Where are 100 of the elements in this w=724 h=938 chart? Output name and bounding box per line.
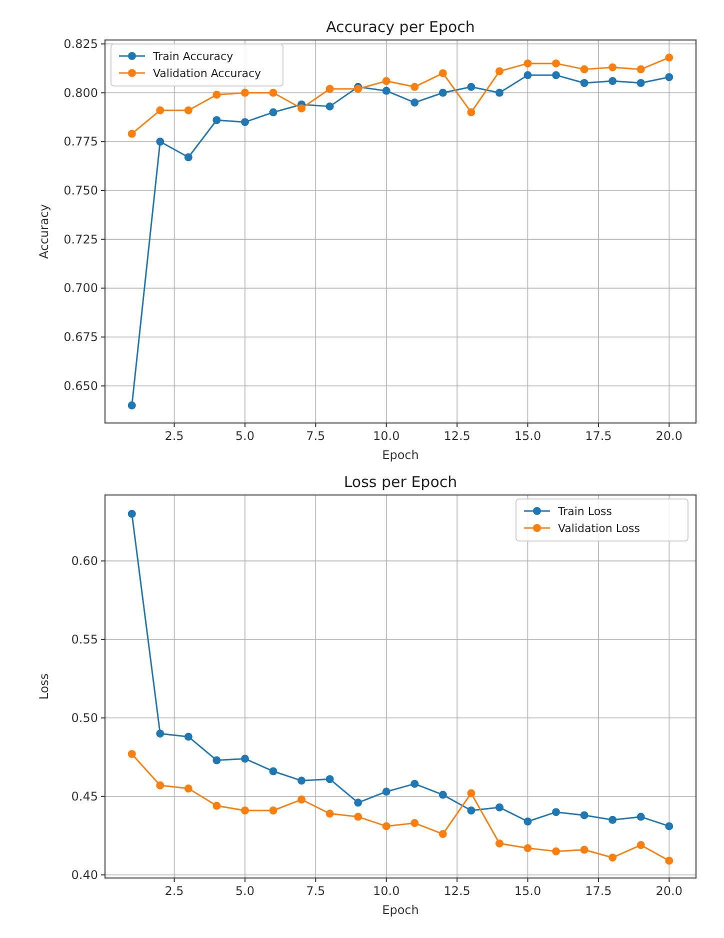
x-tick-label: 10.0 bbox=[373, 429, 400, 443]
point bbox=[212, 756, 221, 764]
point bbox=[240, 806, 249, 815]
point bbox=[580, 78, 588, 87]
chart-title: Accuracy per Epoch bbox=[326, 18, 475, 36]
x-tick-label: 2.5 bbox=[164, 884, 184, 898]
x-tick-label: 15.0 bbox=[514, 429, 542, 443]
point bbox=[438, 88, 447, 97]
y-tick-label: 0.40 bbox=[71, 868, 98, 882]
point bbox=[326, 810, 334, 818]
point bbox=[156, 106, 164, 114]
point bbox=[128, 750, 136, 758]
point bbox=[240, 88, 249, 97]
point bbox=[524, 844, 532, 852]
point bbox=[269, 108, 278, 116]
x-tick-label: 17.5 bbox=[585, 429, 612, 443]
point bbox=[636, 812, 645, 821]
x-tick-label: 20.0 bbox=[656, 884, 682, 898]
point bbox=[269, 88, 278, 97]
x-tick-label: 12.5 bbox=[444, 429, 470, 443]
point bbox=[608, 63, 617, 72]
point bbox=[410, 819, 419, 828]
point bbox=[212, 802, 221, 810]
x-tick-label: 15.0 bbox=[514, 884, 542, 898]
point bbox=[298, 776, 306, 785]
point bbox=[608, 854, 617, 862]
point bbox=[128, 130, 136, 138]
x-tick-label: 20.0 bbox=[656, 429, 682, 443]
chart-title: Loss per Epoch bbox=[344, 473, 458, 491]
point bbox=[382, 822, 390, 830]
point bbox=[156, 730, 164, 738]
point bbox=[326, 775, 334, 784]
point bbox=[184, 106, 192, 114]
point bbox=[438, 830, 447, 838]
point bbox=[580, 811, 588, 820]
point bbox=[467, 806, 476, 815]
point bbox=[552, 59, 560, 68]
x-axis-title: Epoch bbox=[382, 903, 419, 917]
point bbox=[608, 816, 617, 824]
point bbox=[524, 71, 532, 80]
point bbox=[608, 77, 617, 86]
x-tick-label: 5.0 bbox=[235, 429, 255, 443]
point bbox=[636, 78, 645, 87]
y-tick-label: 0.750 bbox=[64, 183, 98, 198]
point bbox=[240, 754, 249, 763]
y-tick-label: 0.675 bbox=[64, 330, 98, 344]
point bbox=[269, 806, 278, 815]
y-tick-label: 0.60 bbox=[71, 554, 98, 568]
point bbox=[552, 71, 560, 80]
point bbox=[410, 98, 419, 107]
point bbox=[354, 798, 362, 807]
legend-label: Train Loss bbox=[557, 505, 612, 518]
legend-label: Validation Accuracy bbox=[153, 67, 262, 80]
y-axis-title: Accuracy bbox=[37, 204, 51, 259]
point bbox=[298, 796, 306, 804]
y-tick-label: 0.825 bbox=[64, 36, 98, 51]
point bbox=[184, 784, 192, 793]
point bbox=[410, 780, 419, 788]
y-tick-label: 0.45 bbox=[71, 789, 98, 804]
x-axis-title: Epoch bbox=[382, 448, 419, 462]
point bbox=[326, 102, 334, 110]
y-tick-label: 0.725 bbox=[64, 232, 98, 246]
point bbox=[467, 82, 476, 91]
point bbox=[524, 817, 532, 826]
point bbox=[495, 88, 504, 97]
x-tick-label: 17.5 bbox=[585, 884, 612, 898]
point bbox=[665, 822, 674, 830]
point bbox=[326, 84, 334, 93]
point bbox=[128, 510, 136, 518]
point bbox=[495, 67, 504, 76]
x-tick-label: 7.5 bbox=[306, 429, 326, 443]
point bbox=[580, 846, 588, 854]
point bbox=[467, 789, 476, 798]
point bbox=[128, 401, 136, 410]
point bbox=[354, 812, 362, 821]
point bbox=[212, 90, 221, 99]
point bbox=[382, 77, 390, 86]
y-tick-label: 0.55 bbox=[71, 632, 98, 646]
point bbox=[298, 104, 306, 112]
point bbox=[580, 65, 588, 74]
point bbox=[495, 839, 504, 848]
x-tick-label: 7.5 bbox=[306, 884, 326, 898]
point bbox=[665, 73, 674, 82]
legend-label: Validation Loss bbox=[558, 522, 640, 535]
point bbox=[636, 65, 645, 74]
point bbox=[382, 86, 390, 95]
point bbox=[524, 59, 532, 68]
point bbox=[184, 732, 192, 741]
point bbox=[438, 69, 447, 78]
x-tick-label: 12.5 bbox=[444, 884, 470, 898]
point bbox=[156, 138, 164, 146]
point bbox=[665, 54, 674, 62]
x-tick-label: 10.0 bbox=[373, 884, 400, 898]
point bbox=[184, 153, 192, 162]
y-axis-title: Loss bbox=[37, 673, 51, 700]
point bbox=[438, 790, 447, 799]
point bbox=[382, 788, 390, 796]
y-tick-label: 0.700 bbox=[64, 281, 98, 296]
x-tick-label: 5.0 bbox=[235, 884, 255, 898]
x-tick-label: 2.5 bbox=[164, 429, 184, 443]
